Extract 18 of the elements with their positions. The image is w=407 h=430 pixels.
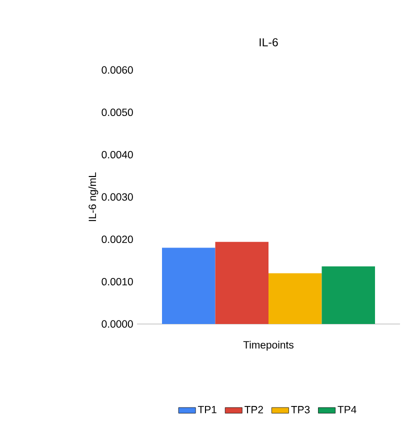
legend-label: TP2 [244,406,263,414]
y-tick-label: 0.0050 [102,108,133,116]
y-axis-title: IL-6 ng/mL [88,172,98,222]
y-tick-label: 0.0010 [102,278,133,286]
legend-label: TP3 [291,406,310,414]
y-tick-label: 0.0030 [102,193,133,201]
y-tick-label: 0.0000 [102,320,133,328]
bar [162,248,216,324]
legend-label: TP1 [198,406,216,414]
y-tick-label: 0.0040 [102,150,133,158]
chart-title: IL-6 [260,38,278,46]
bar [268,273,322,324]
y-tick-label: 0.0020 [102,236,133,244]
y-tick-label: 0.0060 [102,66,133,74]
legend-label: TP4 [338,406,356,414]
bar [322,266,376,324]
x-axis-title: Timepoints [243,340,294,351]
bar [215,242,269,324]
